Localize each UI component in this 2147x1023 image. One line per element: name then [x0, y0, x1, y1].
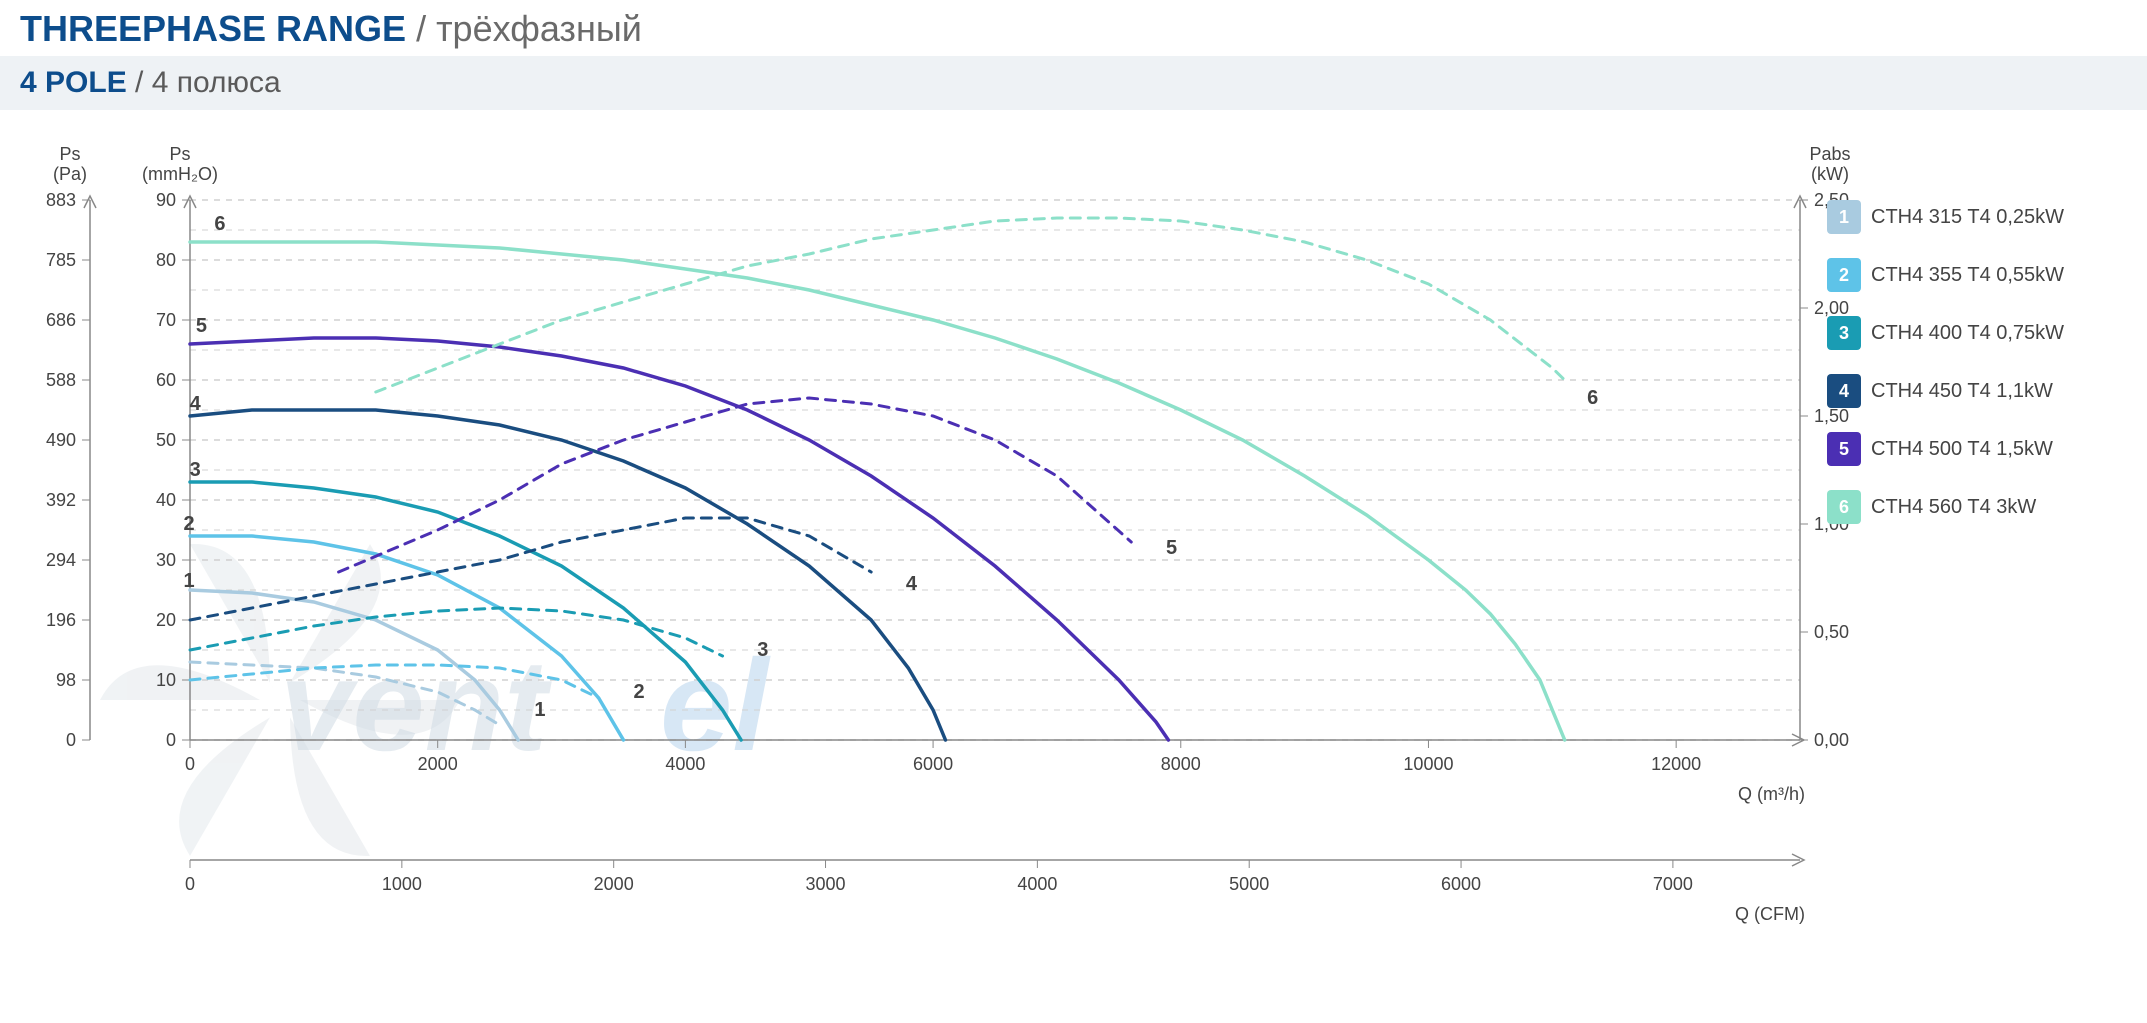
svg-text:10: 10 — [156, 670, 176, 690]
page-title: THREEPHASE RANGE / трёхфазный — [0, 0, 2147, 56]
legend-item: 4 CTH4 450 T4 1,1kW — [1827, 374, 2127, 408]
svg-text:70: 70 — [156, 310, 176, 330]
svg-text:4: 4 — [906, 573, 918, 595]
svg-text:588: 588 — [46, 370, 76, 390]
svg-text:5: 5 — [196, 315, 207, 337]
fan-curve-chart: ventel020004000600080001000012000Q (m³/h… — [20, 140, 2120, 1010]
svg-text:4000: 4000 — [665, 754, 705, 774]
svg-text:5000: 5000 — [1229, 874, 1269, 894]
svg-text:785: 785 — [46, 250, 76, 270]
svg-text:Ps: Ps — [169, 144, 190, 164]
svg-text:50: 50 — [156, 430, 176, 450]
svg-text:60: 60 — [156, 370, 176, 390]
svg-text:Q (CFM): Q (CFM) — [1735, 904, 1805, 924]
svg-text:2000: 2000 — [594, 874, 634, 894]
svg-text:10000: 10000 — [1403, 754, 1453, 774]
svg-text:3000: 3000 — [806, 874, 846, 894]
svg-text:0: 0 — [66, 730, 76, 750]
legend-label: CTH4 315 T4 0,25kW — [1871, 206, 2064, 229]
legend-label: CTH4 400 T4 0,75kW — [1871, 322, 2064, 345]
legend-item: 6 CTH4 560 T4 3kW — [1827, 490, 2127, 524]
svg-text:3: 3 — [190, 459, 201, 481]
svg-text:12000: 12000 — [1651, 754, 1701, 774]
subtitle-main: 4 POLE — [20, 66, 127, 99]
svg-text:(mmH₂O): (mmH₂O) — [142, 164, 218, 184]
svg-text:294: 294 — [46, 550, 76, 570]
legend-item: 1 CTH4 315 T4 0,25kW — [1827, 200, 2127, 234]
svg-text:40: 40 — [156, 490, 176, 510]
svg-text:0: 0 — [185, 874, 195, 894]
legend-item: 2 CTH4 355 T4 0,55kW — [1827, 258, 2127, 292]
chart-svg: ventel020004000600080001000012000Q (m³/h… — [20, 140, 2120, 1010]
svg-text:Ps: Ps — [59, 144, 80, 164]
svg-text:6000: 6000 — [913, 754, 953, 774]
svg-text:1: 1 — [534, 699, 545, 721]
legend-swatch: 3 — [1827, 316, 1861, 350]
legend-swatch: 5 — [1827, 432, 1861, 466]
svg-text:4000: 4000 — [1017, 874, 1057, 894]
svg-text:2000: 2000 — [418, 754, 458, 774]
svg-text:686: 686 — [46, 310, 76, 330]
legend-item: 3 CTH4 400 T4 0,75kW — [1827, 316, 2127, 350]
svg-text:1000: 1000 — [382, 874, 422, 894]
svg-text:0,50: 0,50 — [1814, 622, 1849, 642]
svg-text:490: 490 — [46, 430, 76, 450]
svg-text:6000: 6000 — [1441, 874, 1481, 894]
legend-swatch: 2 — [1827, 258, 1861, 292]
svg-text:6: 6 — [1587, 387, 1598, 409]
svg-text:80: 80 — [156, 250, 176, 270]
svg-text:(kW): (kW) — [1811, 164, 1849, 184]
title-sub: / трёхфазный — [406, 8, 642, 49]
svg-text:vent: vent — [280, 632, 552, 778]
svg-text:2: 2 — [633, 681, 644, 703]
legend-item: 5 CTH4 500 T4 1,5kW — [1827, 432, 2127, 466]
subtitle-sub: / 4 полюса — [127, 66, 281, 99]
title-main: THREEPHASE RANGE — [20, 8, 406, 49]
legend-label: CTH4 560 T4 3kW — [1871, 496, 2036, 519]
legend-label: CTH4 500 T4 1,5kW — [1871, 438, 2053, 461]
svg-text:(Pa): (Pa) — [53, 164, 87, 184]
svg-text:392: 392 — [46, 490, 76, 510]
svg-text:3: 3 — [757, 639, 768, 661]
svg-text:0,00: 0,00 — [1814, 730, 1849, 750]
svg-text:4: 4 — [190, 393, 202, 415]
svg-text:883: 883 — [46, 190, 76, 210]
svg-text:20: 20 — [156, 610, 176, 630]
legend-swatch: 1 — [1827, 200, 1861, 234]
svg-text:0: 0 — [166, 730, 176, 750]
svg-text:Pabs: Pabs — [1809, 144, 1850, 164]
svg-text:Q (m³/h): Q (m³/h) — [1738, 784, 1805, 804]
svg-text:0: 0 — [185, 754, 195, 774]
svg-text:5: 5 — [1166, 537, 1177, 559]
svg-text:196: 196 — [46, 610, 76, 630]
svg-text:6: 6 — [214, 213, 225, 235]
svg-text:7000: 7000 — [1653, 874, 1693, 894]
chart-legend: 1CTH4 315 T4 0,25kW2CTH4 355 T4 0,55kW3C… — [1827, 200, 2127, 548]
svg-text:30: 30 — [156, 550, 176, 570]
legend-label: CTH4 355 T4 0,55kW — [1871, 264, 2064, 287]
svg-text:8000: 8000 — [1161, 754, 1201, 774]
svg-text:98: 98 — [56, 670, 76, 690]
legend-label: CTH4 450 T4 1,1kW — [1871, 380, 2053, 403]
legend-swatch: 6 — [1827, 490, 1861, 524]
legend-swatch: 4 — [1827, 374, 1861, 408]
svg-text:2: 2 — [183, 513, 194, 535]
svg-text:90: 90 — [156, 190, 176, 210]
svg-text:1: 1 — [183, 570, 194, 592]
page-subtitle: 4 POLE / 4 полюса — [0, 56, 2147, 110]
